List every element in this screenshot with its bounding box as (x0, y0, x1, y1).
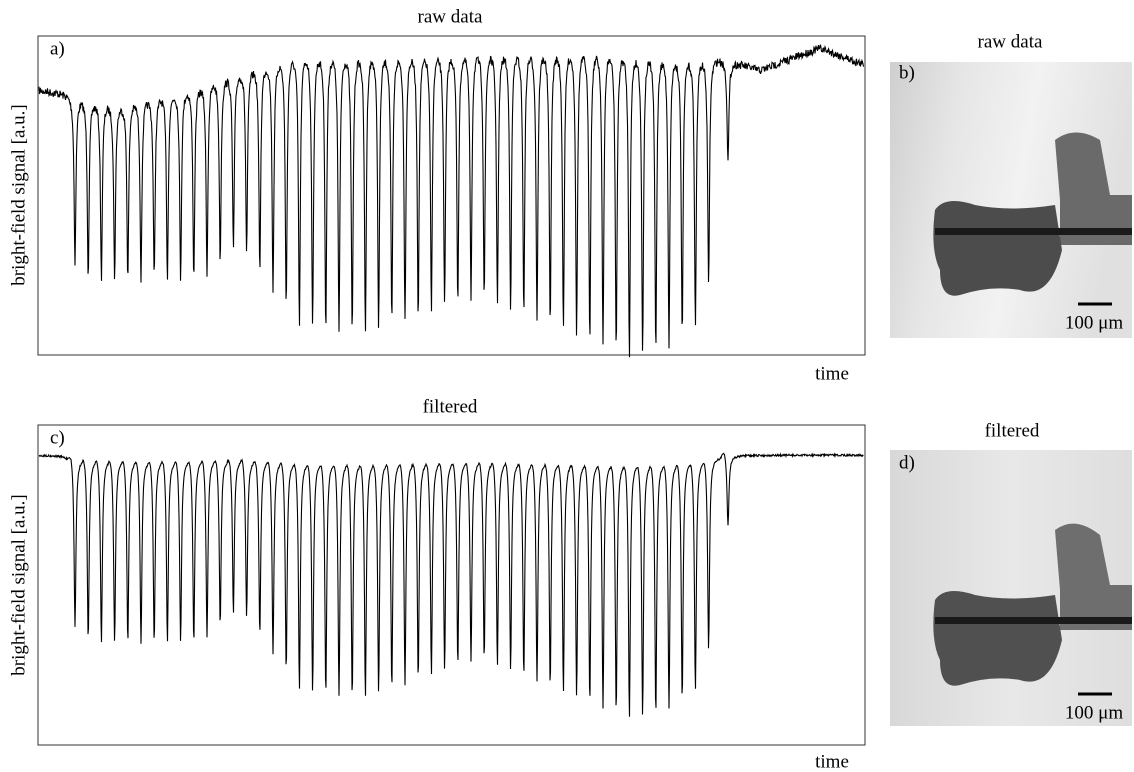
panel-label: d) (899, 452, 915, 473)
panel-title: filtered (423, 396, 478, 417)
scale-bar-label: 100 μm (1065, 312, 1123, 333)
plot-frame (37, 35, 866, 356)
signal-trace (38, 452, 864, 717)
image-title: filtered (985, 420, 1040, 441)
micrograph (890, 450, 1132, 726)
micrograph (890, 62, 1132, 338)
plot-frame (37, 424, 866, 746)
x-axis-label: time (815, 751, 849, 772)
panel-label: c) (50, 427, 65, 448)
y-axis-label: bright-field signal [a.u.] (8, 494, 29, 676)
x-axis-label: time (815, 363, 849, 384)
image-title: raw data (978, 31, 1043, 52)
panel-label: a) (50, 38, 65, 59)
y-axis-label: bright-field signal [a.u.] (8, 104, 29, 286)
scale-bar-label: 100 μm (1065, 702, 1123, 723)
panel-label: b) (899, 62, 915, 83)
panel-title: raw data (418, 6, 483, 27)
signal-trace (38, 44, 865, 358)
